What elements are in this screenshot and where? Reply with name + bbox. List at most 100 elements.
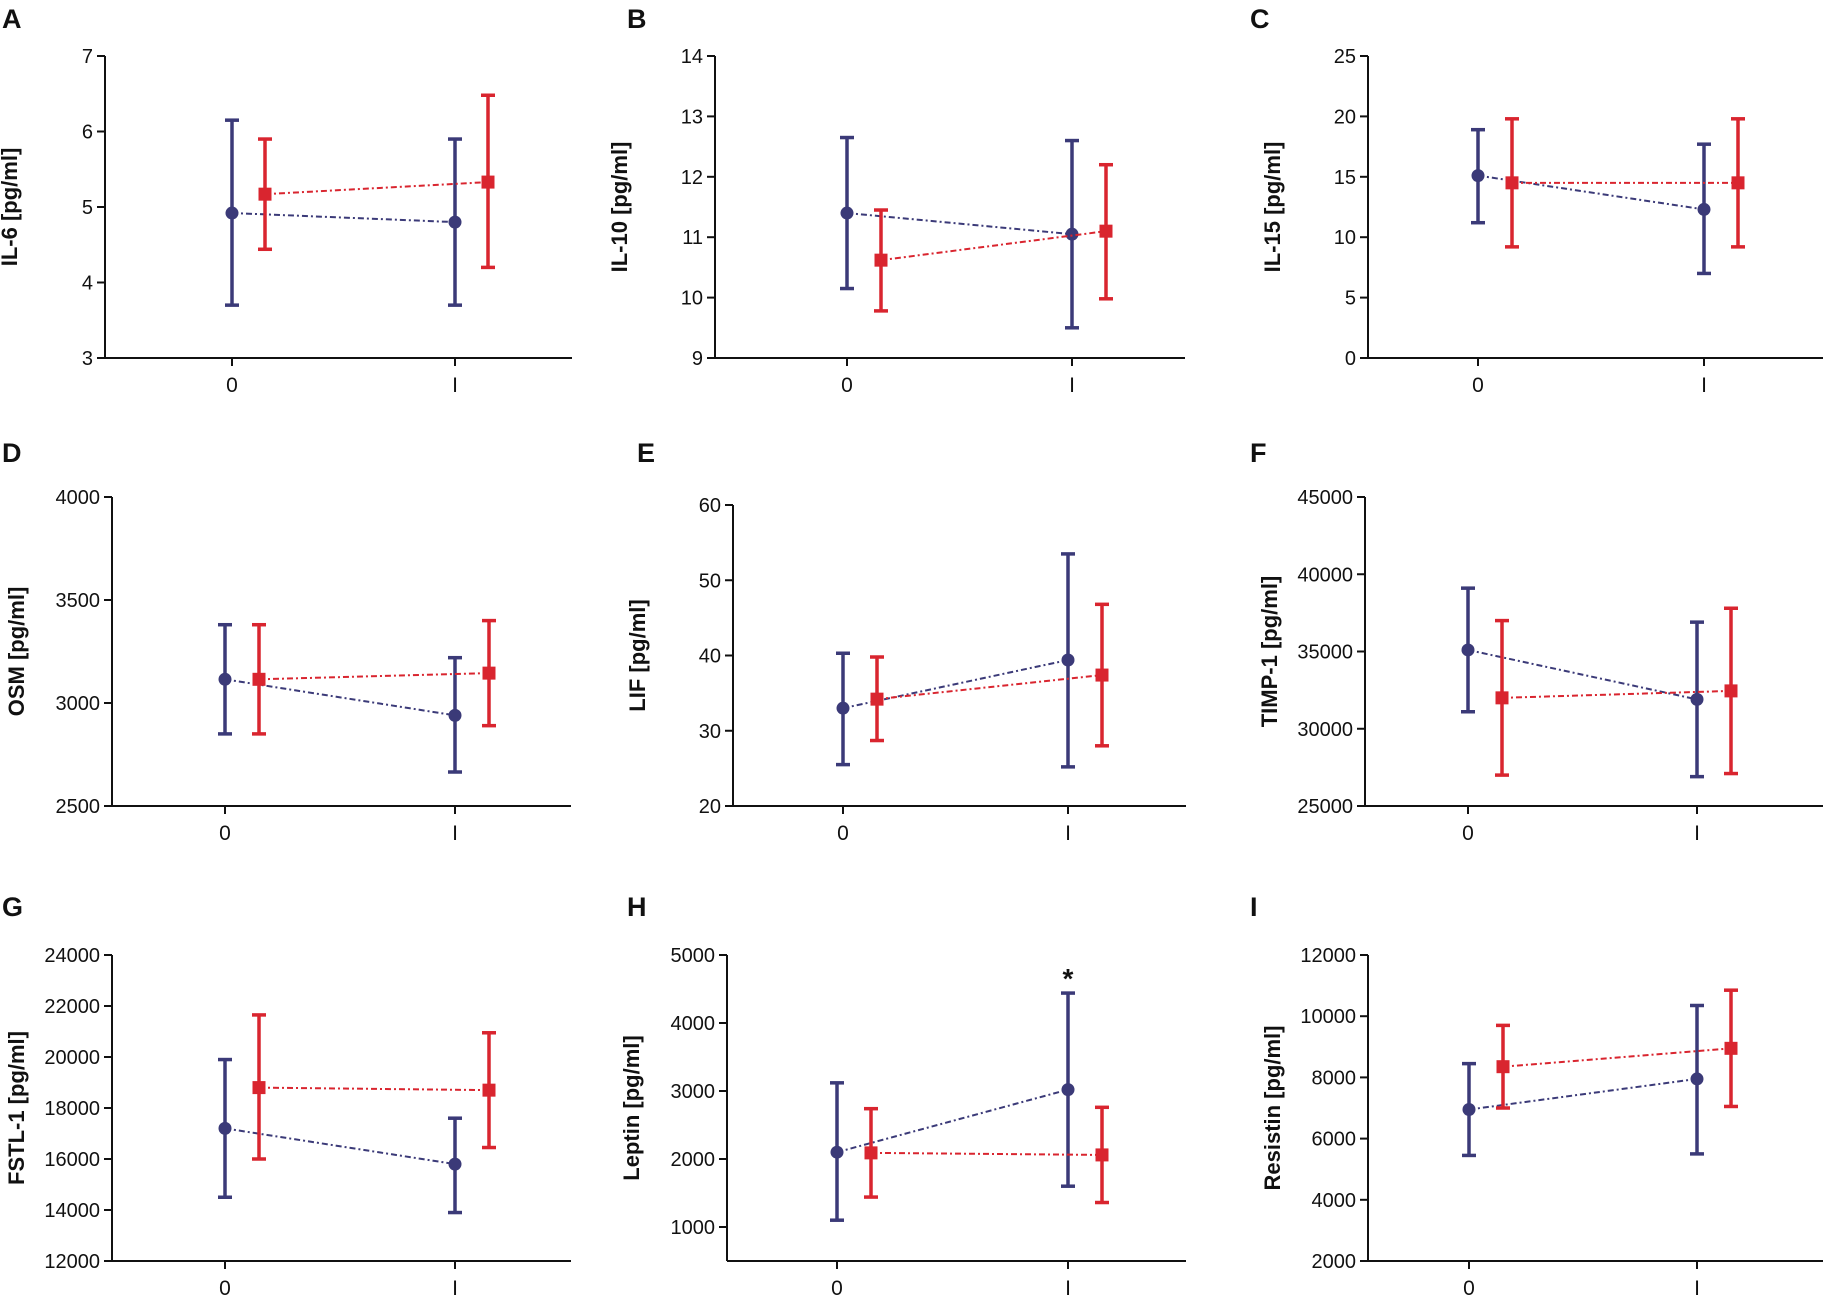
- data-point-control: [225, 206, 239, 220]
- data-point-treatment: [1496, 1060, 1510, 1074]
- data-point-treatment: [1095, 1148, 1109, 1162]
- y-tick-label: 1000: [671, 1217, 716, 1239]
- x-tick-label: I: [1701, 374, 1707, 397]
- y-tick-label: 6: [82, 122, 93, 144]
- y-axis-title: Leptin [pg/ml]: [619, 1035, 644, 1180]
- data-point-control: [448, 215, 462, 229]
- y-tick-label: 14000: [44, 1200, 100, 1222]
- x-tick-label: I: [452, 1277, 458, 1300]
- y-tick-label: 50: [699, 570, 721, 592]
- x-tick-label: I: [1065, 1277, 1071, 1300]
- y-axis-title: IL-15 [pg/ml]: [1260, 142, 1285, 273]
- series-control: [218, 622, 462, 774]
- y-axis-title: Resistin [pg/ml]: [1260, 1025, 1285, 1190]
- y-tick-label: 30: [699, 721, 721, 743]
- data-point-treatment: [1724, 1041, 1738, 1055]
- series-line-treatment: [870, 1151, 1103, 1156]
- panel-h: H 1000 2000 3000 4000 5000 0 I Leptin [pg/ml] *: [619, 892, 1186, 1300]
- y-tick-label: 12000: [1300, 945, 1356, 967]
- series-line-control: [846, 212, 1073, 236]
- x-tick-label: 0: [837, 822, 849, 845]
- y-axis-title: IL-6 [pg/ml]: [0, 148, 22, 267]
- y-tick-label: 16000: [44, 1149, 100, 1171]
- series-line-control: [1468, 1077, 1698, 1111]
- series-line-treatment: [258, 1086, 490, 1092]
- panel-g: G 12000 14000 16000 18000 20000 22000 24000 0 I FS…: [2, 892, 571, 1300]
- y-tick-label: 25: [1334, 46, 1356, 68]
- panel-f: F 25000 30000 35000 40000 45000 0 I TIMP-1 [pg/m…: [1250, 438, 1823, 845]
- panel-letter-c: C: [1250, 4, 1270, 34]
- x-tick-label: 0: [1472, 374, 1484, 397]
- data-point-treatment: [874, 253, 888, 267]
- series-control: [225, 118, 462, 307]
- data-point-control: [830, 1145, 844, 1159]
- y-tick-label: 22000: [44, 996, 100, 1018]
- y-axis-title: TIMP-1 [pg/ml]: [1257, 576, 1282, 728]
- data-point-treatment: [1505, 176, 1519, 190]
- data-point-control: [218, 672, 232, 686]
- y-tick-label: 20: [1334, 106, 1356, 128]
- data-point-control: [448, 708, 462, 722]
- data-point-control: [1061, 653, 1075, 667]
- y-tick-label: 35000: [1297, 642, 1353, 664]
- series-treatment: [864, 1105, 1109, 1205]
- y-tick-label: 4000: [671, 1013, 716, 1035]
- series-control: [218, 1057, 462, 1215]
- x-tick-label: I: [1694, 822, 1700, 845]
- data-point-control: [218, 1121, 232, 1135]
- y-tick-label: 4000: [56, 487, 101, 509]
- y-tick-label: 3000: [56, 693, 101, 715]
- data-point-control: [1462, 1103, 1476, 1117]
- data-point-treatment: [482, 666, 496, 680]
- y-tick-label: 4000: [1312, 1190, 1357, 1212]
- series-treatment: [252, 618, 496, 736]
- x-tick-label: 0: [219, 822, 231, 845]
- y-tick-label: 3000: [671, 1081, 716, 1103]
- y-tick-label: 10000: [1300, 1006, 1356, 1028]
- series-treatment: [874, 162, 1113, 313]
- data-point-treatment: [252, 672, 266, 686]
- y-tick-label: 12: [681, 167, 703, 189]
- data-point-treatment: [482, 1083, 496, 1097]
- panel-e: E 20 30 40 50 60 0 I LIF [pg/ml]: [625, 438, 1186, 845]
- y-tick-label: 45000: [1297, 487, 1353, 509]
- y-tick-label: 6000: [1312, 1129, 1357, 1151]
- y-tick-label: 18000: [44, 1098, 100, 1120]
- data-point-treatment: [252, 1081, 266, 1095]
- series-line-treatment: [1502, 1047, 1732, 1068]
- series-line-treatment: [264, 181, 489, 196]
- data-point-control: [1461, 643, 1475, 657]
- y-tick-label: 60: [699, 495, 721, 517]
- y-axis-title: OSM [pg/ml]: [4, 587, 29, 717]
- series-control: [1462, 1003, 1704, 1158]
- data-point-control: [1061, 1083, 1075, 1097]
- panel-i: I 2000 4000 6000 8000 10000 12000 0 I Resistin [p…: [1250, 892, 1823, 1300]
- data-point-treatment: [864, 1146, 878, 1160]
- panel-letter-g: G: [2, 892, 23, 922]
- series-treatment: [1505, 117, 1745, 249]
- significance-marker: *: [1063, 963, 1074, 994]
- panel-c: C 0 5 10 15 20 25 0 I IL-15 [pg/ml]: [1250, 4, 1823, 397]
- series-control: [1471, 127, 1711, 276]
- panel-letter-b: B: [627, 4, 647, 34]
- x-tick-label: I: [1069, 374, 1075, 397]
- panel-letter-f: F: [1250, 438, 1267, 468]
- y-tick-label: 11: [682, 227, 703, 249]
- y-tick-label: 40000: [1297, 564, 1353, 586]
- series-line-control: [224, 1127, 456, 1166]
- y-tick-label: 9: [692, 348, 703, 370]
- y-tick-label: 3: [82, 348, 93, 370]
- data-point-control: [1690, 692, 1704, 706]
- y-tick-label: 24000: [44, 945, 100, 967]
- series-line-treatment: [876, 674, 1103, 701]
- x-tick-label: I: [1065, 822, 1071, 845]
- y-tick-label: 40: [699, 646, 721, 668]
- x-tick-label: 0: [219, 1277, 231, 1300]
- y-axis-title: FSTL-1 [pg/ml]: [4, 1031, 29, 1185]
- panel-d: D 2500 3000 3500 4000 0 I OSM [pg/ml]: [2, 438, 571, 845]
- series-treatment: [1495, 606, 1738, 777]
- data-point-treatment: [870, 692, 884, 706]
- y-tick-label: 4: [82, 273, 93, 295]
- y-tick-label: 7: [82, 46, 93, 68]
